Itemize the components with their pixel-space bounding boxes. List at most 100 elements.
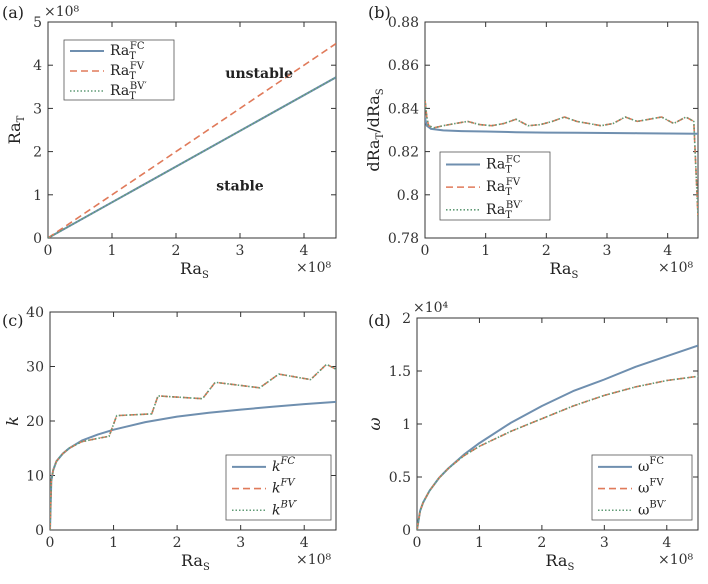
x-tick-label: 1 [475,535,484,551]
x-tick-label: 3 [236,535,245,551]
legend-label-fc: RaTFC [486,154,521,175]
series-line-fv [50,363,336,530]
y-axis-label-text: RaT [5,115,27,144]
series-line-bv [48,76,336,238]
y-tick-label: 2 [402,311,411,327]
y-tick-label: 4 [33,58,42,74]
series-group [50,363,336,530]
y-tick-label: 0.5 [389,470,411,486]
x-tick-label: 0 [421,243,430,259]
annotation-stable: stable [216,178,264,194]
y-tick-label: 1 [33,188,42,204]
y-axis-label-text: k [3,416,22,426]
x-tick-label: 3 [603,243,612,259]
panel-label: (a) [2,3,24,22]
x-tick-label: 0 [413,535,422,551]
y-tick-label: 40 [26,305,44,321]
panel-b: 0 1 2 3 4 0.78 0.8 0.82 0.84 0.86 0.88 ×10⁸ (b) RaS dR… [364,3,699,281]
x-tick-label: 1 [108,243,117,259]
series-line-fv [48,42,336,238]
legend-box [439,151,551,221]
legend-label-bv: RaTBV′ [110,81,147,102]
x-axis-label: RaS [181,551,210,573]
x-tick-label: 0 [46,535,55,551]
series-line-fc [50,400,336,530]
legend-label-bv: RaTBV′ [486,200,523,221]
y-axis-label-text: ω [365,417,384,430]
x-tick-label: 1 [109,535,118,551]
series-group [425,99,698,217]
x-tick-label: 2 [172,243,181,259]
y-axis-label: RaT [5,115,27,144]
y-tick-label: 0.8 [397,188,419,204]
series-group [417,344,698,530]
y-tick-label: 10 [26,469,44,485]
x-exponent: ×10⁸ [658,260,694,276]
x-tick-label: 2 [542,243,551,259]
legend-box [591,454,693,521]
x-tick-label: 4 [300,243,309,259]
y-tick-label: 0.82 [388,145,419,161]
axes-frame [47,21,337,239]
panel-label: (d) [368,311,391,330]
legend-label-bv: ωBV′ [638,499,667,518]
y-axis-label: ω [365,417,384,430]
axes-frame [424,21,699,239]
y-axis-label: k [3,416,22,426]
y-axis-label: dRaT/dRaS [364,88,386,171]
panel-d: 0 1 2 3 4 0 0.5 1 1.5 2 ×10⁸ ×10⁴ (d) RaS ω ωFC ωFV ωBV′ [365,300,699,573]
x-tick-label: 4 [300,535,309,551]
x-tick-label: 1 [481,243,490,259]
legend: kFC kFV kBV′ [225,454,332,521]
panel-a: 0 1 2 3 4012345×10⁸×10⁸(a)RaSRaTunstablestab… [2,3,337,281]
series-group [48,42,336,238]
series-line-bv [417,375,698,530]
legend-label-fv: kFV [272,478,296,497]
y-tick-label: 0.88 [388,15,419,31]
y-tick-label: 0 [35,523,44,539]
legend-label-fv: ωFV [638,478,664,497]
legend-box [225,454,332,521]
y-tick-label: 0 [33,231,42,247]
legend-label-fv: RaTFV [486,177,521,198]
legend-label-fc: kFC [272,456,295,475]
panel-label: (b) [368,3,391,22]
y-tick-label: 2 [33,145,42,161]
y-axis-label-text: dRaT/dRaS [364,88,386,171]
legend-label-bv: kBV′ [272,499,298,518]
x-axis-label: RaS [180,259,209,281]
x-tick-label: 2 [173,535,182,551]
y-exponent: ×10⁸ [44,4,80,20]
legend-label-fc: ωFC [638,456,664,475]
x-tick-label: 3 [600,535,609,551]
legend: ωFC ωFV ωBV′ [591,454,693,521]
series-line-bv [425,99,698,217]
y-tick-label: 1 [402,417,411,433]
x-axis-label: RaS [550,259,579,281]
x-tick-label: 4 [662,535,671,551]
legend-label-fc: RaTFC [110,41,145,62]
y-tick-label: 0.78 [388,231,419,247]
y-tick-label: 0.84 [388,101,419,117]
y-exponent: ×10⁴ [413,300,449,316]
x-tick-label: 2 [537,535,546,551]
y-tick-label: 1.5 [389,364,411,380]
y-tick-label: 0.86 [388,58,419,74]
y-tick-label: 20 [26,414,44,430]
x-exponent: ×10⁸ [658,552,694,568]
x-axis-label: RaS [546,551,575,573]
series-line-fv [417,375,698,530]
y-tick-label: 3 [33,101,42,117]
annotation-unstable: unstable [225,66,293,82]
y-tick-label: 0 [402,523,411,539]
x-tick-label: 3 [236,243,245,259]
series-line-fc [425,117,698,135]
panel-label: (c) [2,311,23,330]
x-exponent: ×10⁸ [296,552,332,568]
x-exponent: ×10⁸ [296,260,332,276]
x-tick-label: 0 [44,243,53,259]
x-tick-label: 4 [663,243,672,259]
